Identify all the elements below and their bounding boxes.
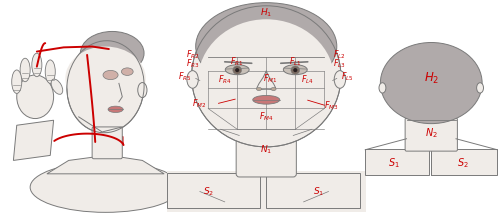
Ellipse shape <box>233 66 241 74</box>
Text: $H_2$: $H_2$ <box>424 71 439 86</box>
Text: $F_{M3}$: $F_{M3}$ <box>324 100 339 112</box>
FancyBboxPatch shape <box>236 133 296 177</box>
Text: $F_{R1}$: $F_{R1}$ <box>230 56 244 68</box>
Text: $F_{L3}$: $F_{L3}$ <box>332 57 345 69</box>
FancyBboxPatch shape <box>92 127 122 159</box>
Ellipse shape <box>291 66 300 74</box>
Text: $F_{R2}$: $F_{R2}$ <box>186 48 200 61</box>
Text: $S_1$: $S_1$ <box>388 156 400 170</box>
Text: $F_{L1}$: $F_{L1}$ <box>289 56 302 68</box>
Bar <box>266 173 360 208</box>
Ellipse shape <box>284 65 307 75</box>
Ellipse shape <box>66 46 146 110</box>
Text: $F_{M4}$: $F_{M4}$ <box>259 110 274 123</box>
Text: $S_1$: $S_1$ <box>312 185 324 198</box>
FancyBboxPatch shape <box>405 118 458 151</box>
Ellipse shape <box>51 79 62 94</box>
Text: $H_1$: $H_1$ <box>260 7 272 19</box>
Ellipse shape <box>32 53 42 77</box>
Ellipse shape <box>226 65 249 75</box>
Bar <box>365 149 428 174</box>
Ellipse shape <box>476 83 484 93</box>
Ellipse shape <box>380 43 482 124</box>
Ellipse shape <box>122 68 133 76</box>
Ellipse shape <box>108 106 123 113</box>
Ellipse shape <box>198 19 334 144</box>
Ellipse shape <box>271 87 276 90</box>
Ellipse shape <box>256 87 262 90</box>
Ellipse shape <box>20 58 30 82</box>
Ellipse shape <box>192 6 341 147</box>
Text: $S_2$: $S_2$ <box>202 185 213 198</box>
Ellipse shape <box>138 82 147 98</box>
Text: $F_{M2}$: $F_{M2}$ <box>192 97 206 110</box>
Ellipse shape <box>16 75 54 118</box>
Ellipse shape <box>103 70 118 80</box>
Ellipse shape <box>12 70 22 94</box>
Text: $S_2$: $S_2$ <box>457 156 468 170</box>
Text: $N_2$: $N_2$ <box>425 126 438 140</box>
Text: $F_{R4}$: $F_{R4}$ <box>218 73 232 86</box>
Ellipse shape <box>253 95 280 104</box>
Polygon shape <box>14 120 54 160</box>
Text: $F_{L2}$: $F_{L2}$ <box>332 48 345 61</box>
Text: $F_{R5}$: $F_{R5}$ <box>178 70 192 83</box>
Ellipse shape <box>67 41 144 133</box>
Ellipse shape <box>196 3 337 90</box>
Ellipse shape <box>45 60 56 83</box>
Ellipse shape <box>80 31 144 75</box>
Text: $F_{L5}$: $F_{L5}$ <box>341 70 353 83</box>
Polygon shape <box>166 171 366 212</box>
Bar <box>166 173 260 208</box>
Text: $F_{R3}$: $F_{R3}$ <box>186 57 200 69</box>
Ellipse shape <box>379 83 386 93</box>
Ellipse shape <box>293 68 298 72</box>
Ellipse shape <box>30 162 181 212</box>
Ellipse shape <box>187 71 198 88</box>
Polygon shape <box>47 157 164 174</box>
Text: $N_1$: $N_1$ <box>260 144 272 156</box>
Ellipse shape <box>235 68 240 72</box>
Bar <box>431 149 497 174</box>
Text: $F_{L4}$: $F_{L4}$ <box>302 73 314 86</box>
Text: $F_{M1}$: $F_{M1}$ <box>263 73 278 85</box>
Ellipse shape <box>334 71 345 88</box>
